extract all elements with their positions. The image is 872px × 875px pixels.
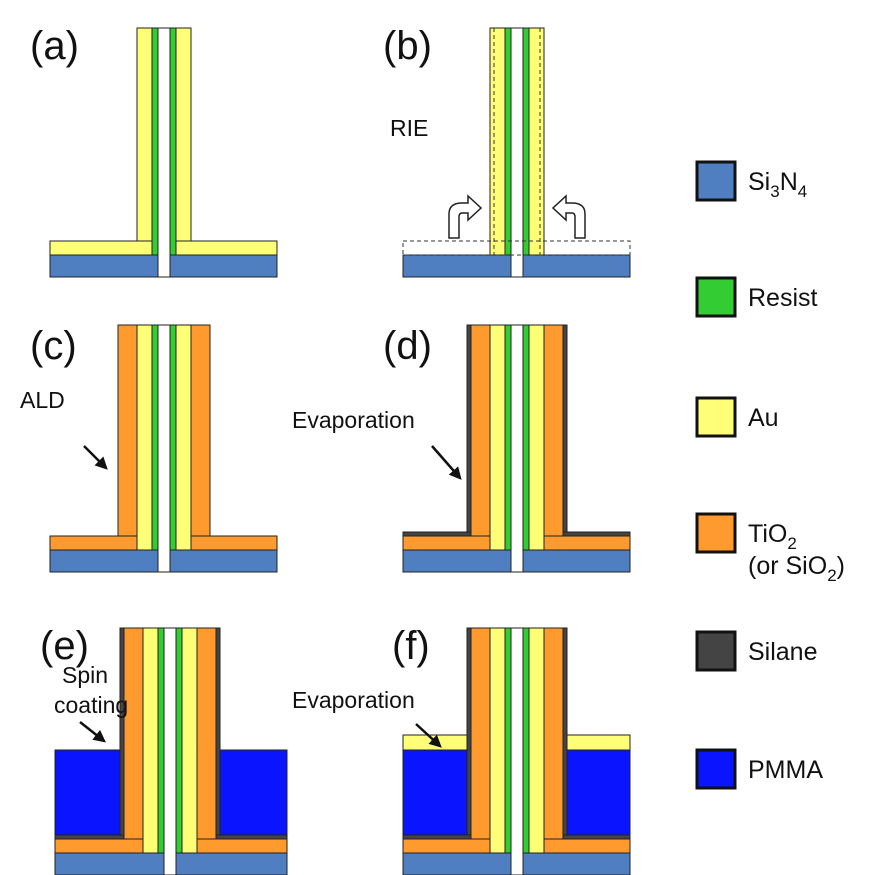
legend-swatch — [697, 398, 735, 436]
legend-text: ) — [837, 552, 845, 580]
gap — [164, 628, 176, 875]
legend-swatch — [697, 162, 735, 200]
panel-label: (d) — [383, 324, 432, 368]
legend-text: Resist — [748, 284, 818, 312]
legend-label: Resist — [748, 284, 818, 312]
annotation: ALD — [20, 387, 65, 413]
pmma — [567, 750, 630, 835]
legend-text: 3 — [770, 182, 779, 201]
labels: (a)(b)RIE(c)ALD(d)Evaporation(e)Spincoat… — [20, 24, 432, 718]
legend-text: Silane — [748, 638, 818, 666]
panel-label: (a) — [30, 24, 79, 68]
legend-label: TiO2 — [748, 520, 797, 553]
legend-swatch — [697, 514, 735, 552]
panel-label: (b) — [383, 24, 432, 68]
legend-label: Silane — [748, 638, 818, 666]
legend-text: 4 — [798, 182, 807, 201]
panel-label: (c) — [30, 324, 77, 368]
legend-label: PMMA — [748, 756, 823, 784]
legend-text: 2 — [787, 534, 796, 553]
curved-arrow — [449, 196, 481, 238]
legend-swatch — [697, 278, 735, 316]
annotation: coating — [54, 692, 128, 718]
au — [567, 735, 630, 750]
arrow — [80, 722, 104, 741]
legend-text: 2 — [827, 566, 836, 585]
annotation: Evaporation — [292, 407, 415, 433]
legend-swatch — [697, 750, 735, 788]
pmma — [403, 750, 467, 835]
annotation: Spin — [62, 662, 108, 688]
panels — [50, 28, 630, 875]
legend-swatch — [697, 632, 735, 670]
gap — [511, 628, 523, 875]
arrow — [84, 446, 106, 468]
legend-text: TiO — [748, 520, 787, 548]
legend-text: PMMA — [748, 756, 823, 784]
annotation: RIE — [390, 115, 428, 141]
legend-label: Si3N4 — [748, 168, 807, 201]
legend-text: N — [780, 168, 798, 196]
curved-arrow — [553, 196, 585, 238]
legend-label: Au — [748, 404, 779, 432]
panel-label: (f) — [392, 624, 430, 668]
legend-text: Au — [748, 404, 779, 432]
pmma — [55, 750, 120, 835]
annotation: Evaporation — [292, 687, 415, 713]
legend-text: (or SiO — [748, 552, 827, 580]
gap — [511, 325, 523, 572]
gap — [158, 28, 170, 277]
gap — [158, 325, 170, 572]
pmma — [220, 750, 287, 835]
legend-label: (or SiO2) — [748, 552, 845, 585]
legend-text: Si — [748, 168, 770, 196]
gap — [511, 28, 523, 277]
arrow — [432, 446, 460, 478]
diagram: (a)(b)RIE(c)ALD(d)Evaporation(e)Spincoat… — [0, 0, 872, 875]
